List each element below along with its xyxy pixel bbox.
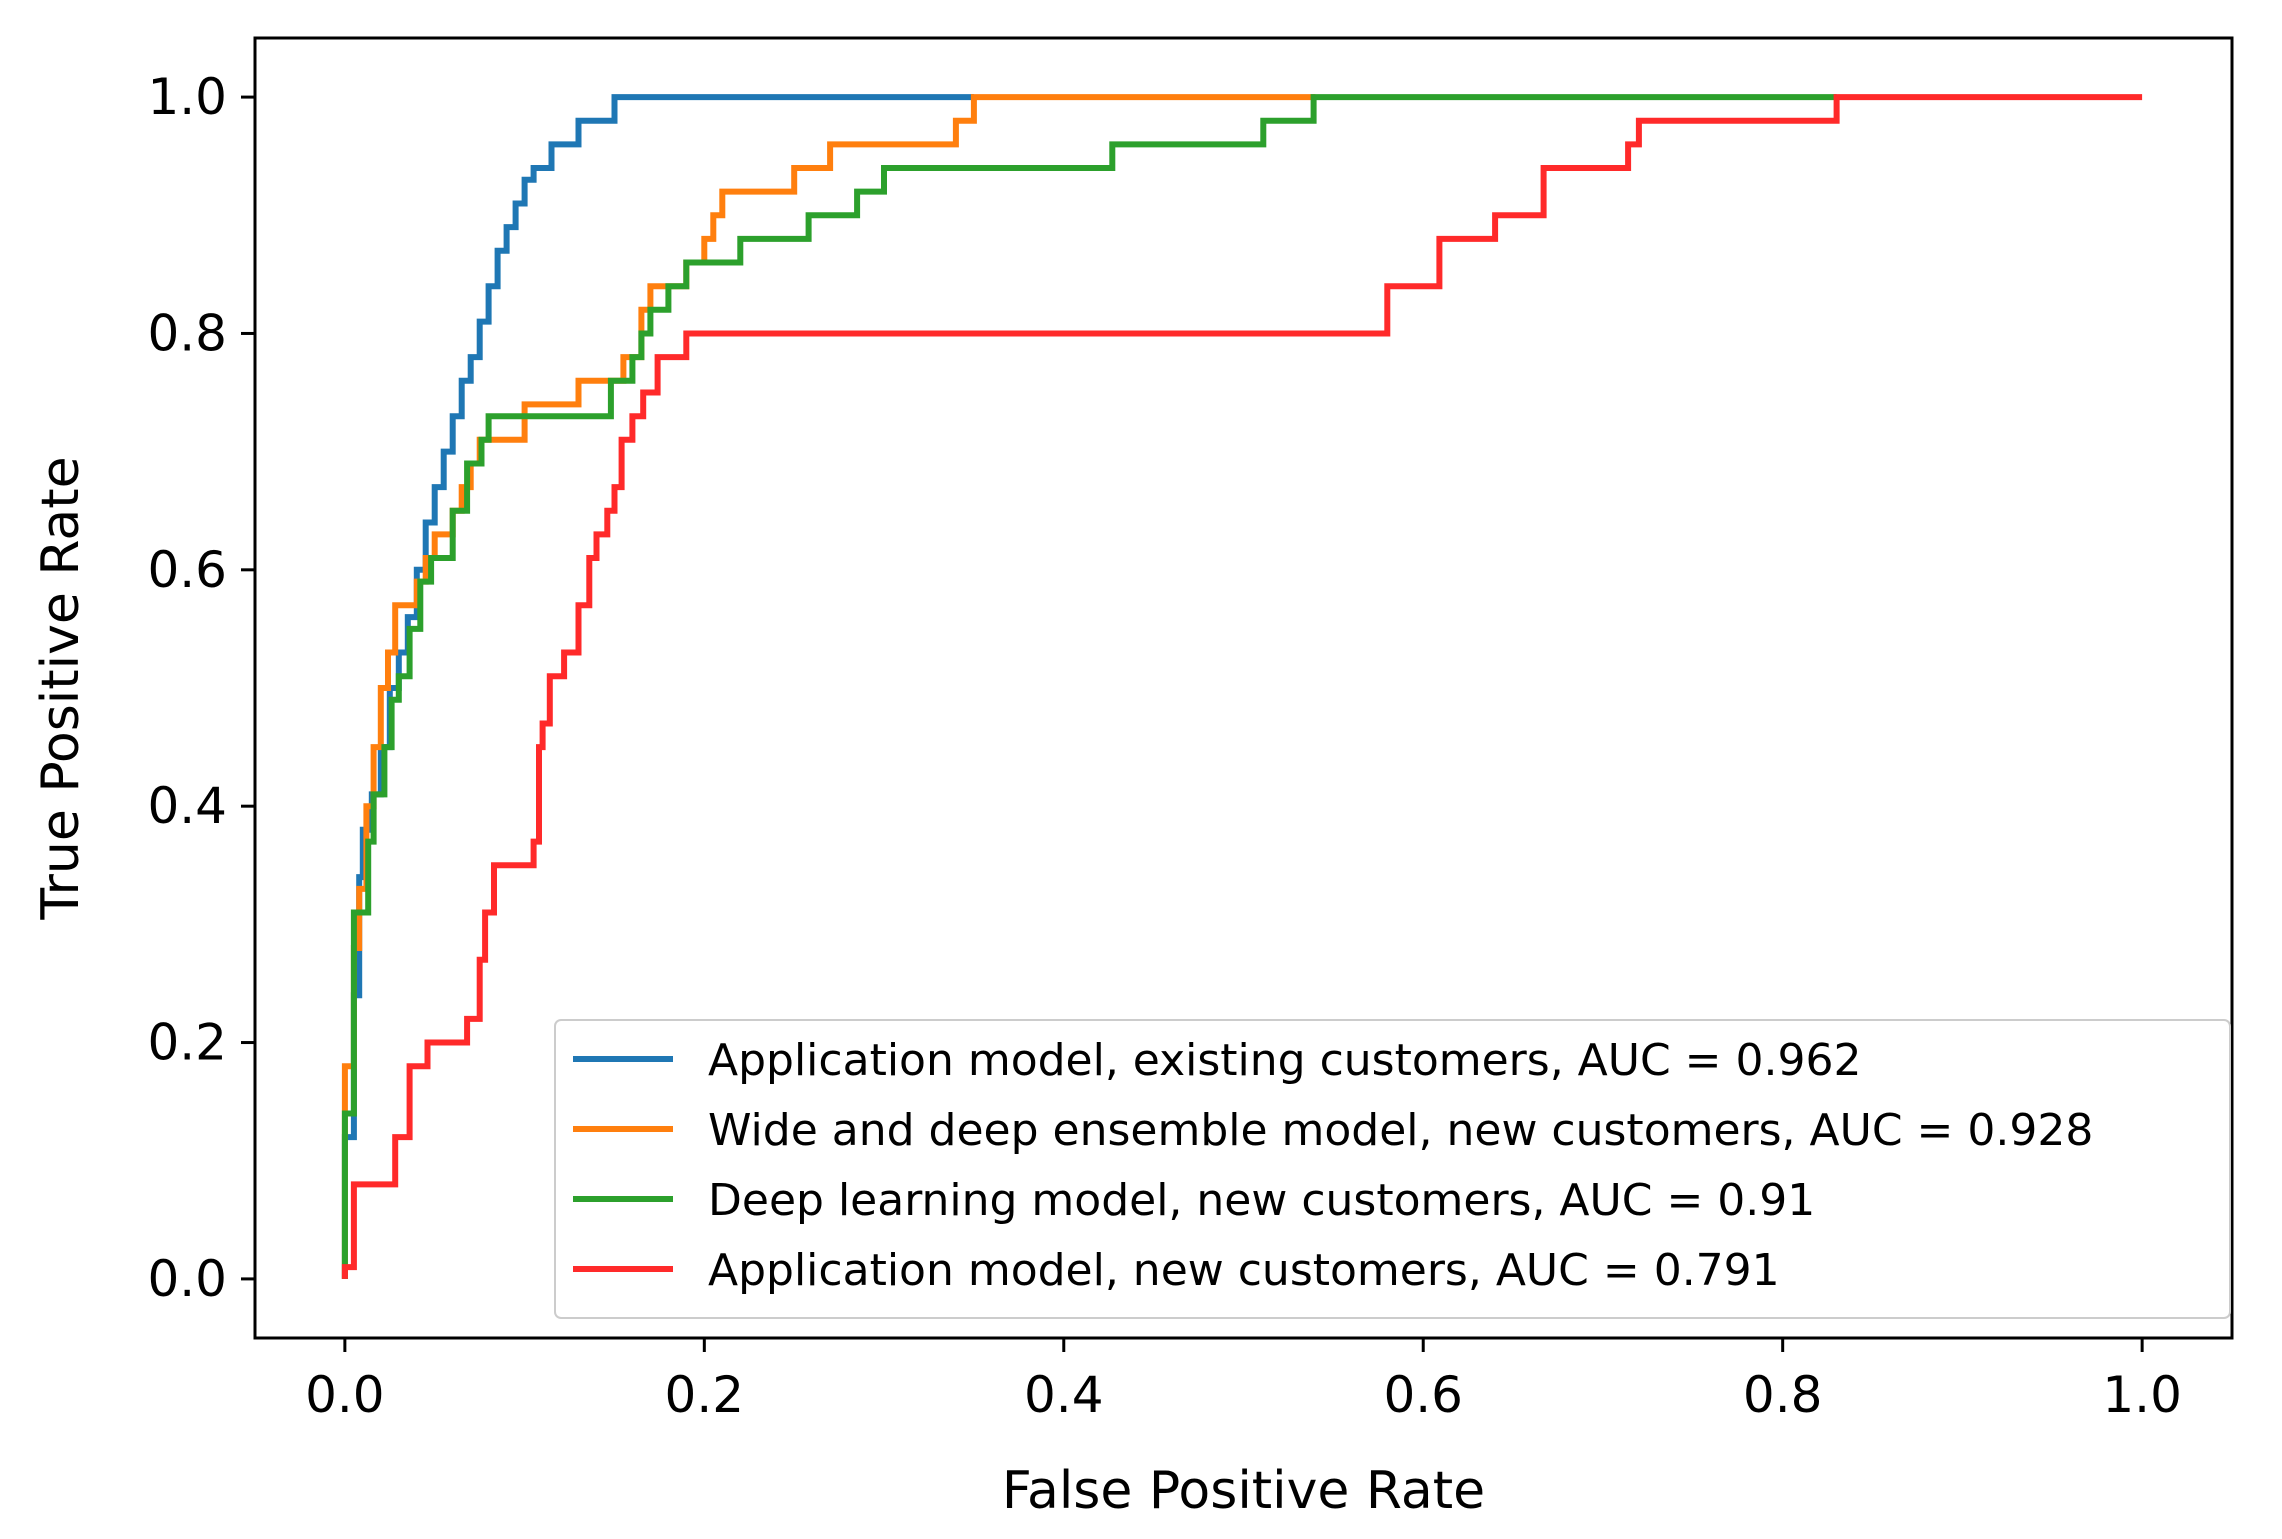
y-tick-label: 0.6 bbox=[147, 541, 227, 599]
legend-label-4: Application model, new customers, AUC = … bbox=[708, 1245, 1780, 1296]
y-tick-label: 0.8 bbox=[147, 304, 227, 362]
y-tick-label: 0.4 bbox=[147, 777, 227, 835]
series-layer bbox=[341, 94, 2143, 1279]
x-tick-label: 1.0 bbox=[2102, 1366, 2182, 1424]
x-tick-label: 0.2 bbox=[665, 1366, 745, 1424]
y-tick-label: 0.2 bbox=[147, 1014, 227, 1072]
x-axis-label: False Positive Rate bbox=[1002, 1461, 1485, 1521]
series-line-3 bbox=[341, 94, 1837, 1279]
legend: Application model, existing customers, A… bbox=[554, 1019, 2231, 1319]
x-tick-label: 0.6 bbox=[1383, 1366, 1463, 1424]
legend-label-1: Application model, existing customers, A… bbox=[708, 1035, 1862, 1086]
y-tick-label: 0.0 bbox=[147, 1250, 227, 1308]
y-axis-label: True Positive Rate bbox=[31, 456, 91, 920]
legend-label-3: Deep learning model, new customers, AUC … bbox=[708, 1175, 1815, 1226]
legend-box bbox=[554, 1019, 2231, 1319]
plot-area-frame bbox=[253, 36, 2234, 1340]
ticks-layer: 0.0 0.2 0.4 0.6 0.8 1.0 0.0 0.2 0.4 0.6 0.8 1.0 bbox=[147, 68, 2181, 1424]
legend-label-2: Wide and deep ensemble model, new custom… bbox=[708, 1105, 2093, 1156]
x-tick-label: 0.0 bbox=[305, 1366, 385, 1424]
x-tick-label: 0.8 bbox=[1743, 1366, 1823, 1424]
series-line-4 bbox=[341, 94, 2143, 1279]
y-tick-label: 1.0 bbox=[147, 68, 227, 126]
x-tick-label: 0.4 bbox=[1024, 1366, 1104, 1424]
